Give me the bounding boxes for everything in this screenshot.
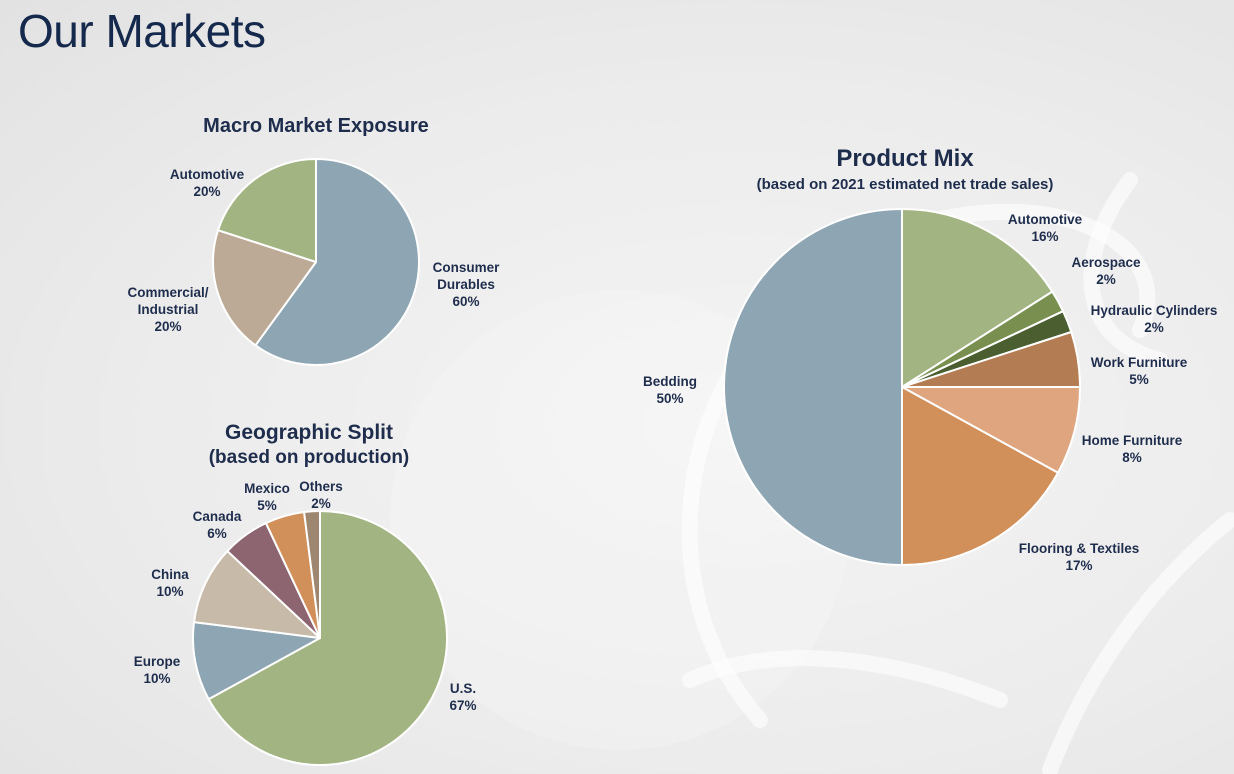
slice-label-others: Others 2% (299, 479, 343, 511)
slice-u-s (207, 510, 448, 766)
chart-subtitle: (based on 2021 estimated net trade sales… (756, 176, 1054, 193)
slice-label-mexico: Mexico 5% (244, 481, 290, 513)
slice-label-hydraulic-cylinders: Hydraulic Cylinders 2% (1090, 303, 1218, 335)
slice-label-flooring-textiles: Flooring & Textiles 17% (1018, 541, 1140, 573)
slice-label-consumer-durables: Consumer Durables 60% (432, 260, 500, 309)
slice-bedding (723, 208, 903, 566)
chart-subtitle: (based on production) (208, 447, 410, 468)
slice-commercial-industrial (211, 229, 317, 347)
slice-others (303, 509, 321, 639)
slice-label-aerospace: Aerospace 2% (1071, 255, 1141, 287)
page-title: Our Markets (18, 5, 266, 57)
slice-label-canada: Canada 6% (192, 509, 242, 541)
chart-title: Geographic Split (224, 421, 394, 444)
slice-consumer-durables (254, 158, 420, 366)
slice-label-home-furniture: Home Furniture 8% (1081, 433, 1183, 465)
chart-title: Macro Market Exposure (203, 115, 429, 137)
slice-label-us: U.S. 67% (449, 681, 477, 713)
slice-label-commercial-industrial: Commercial/ Industrial 20% (127, 285, 209, 334)
slice-label-automotive: Automotive 16% (1007, 212, 1083, 244)
slice-home-furniture (901, 386, 1081, 474)
slice-china (193, 550, 321, 639)
slice-label-china: China 10% (151, 567, 189, 599)
slice-flooring-textiles (901, 386, 1059, 566)
slice-europe (192, 621, 321, 701)
slice-label-europe: Europe 10% (133, 654, 181, 686)
slice-label-automotive: Automotive 20% (169, 167, 245, 199)
slice-automotive (217, 158, 317, 263)
slice-label-bedding: Bedding 50% (643, 374, 697, 406)
slice-label-work-furniture: Work Furniture 5% (1090, 355, 1188, 387)
chart-title: Product Mix (836, 145, 974, 172)
slice-automotive (901, 208, 1054, 388)
